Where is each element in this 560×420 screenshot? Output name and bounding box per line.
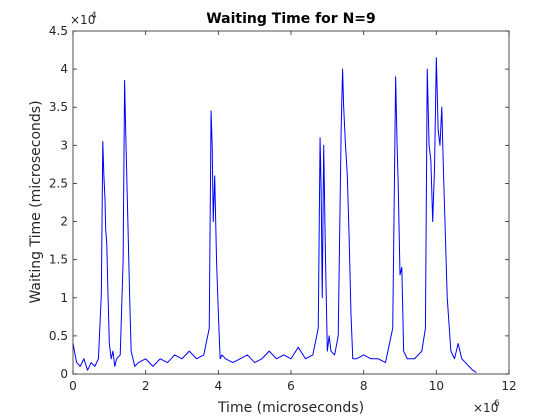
series-layer bbox=[72, 57, 477, 373]
y-tick-label: 3.5 bbox=[49, 100, 68, 114]
y-multiplier-base: ×10 bbox=[70, 13, 95, 27]
x-tick-label: 8 bbox=[360, 379, 368, 393]
y-tick-label: 3 bbox=[60, 138, 68, 152]
y-tick-label: 4 bbox=[60, 62, 68, 76]
y-axis-label: Waiting Time (microseconds) bbox=[28, 100, 44, 303]
y-tick-label: 2.5 bbox=[49, 176, 68, 190]
x-tick-label: 0 bbox=[69, 379, 77, 393]
y-tick-label: 1 bbox=[60, 291, 68, 305]
y-tick-label: 2 bbox=[60, 215, 68, 229]
x-multiplier: ×10 6 bbox=[473, 399, 500, 415]
y-tick-label: 0 bbox=[60, 367, 68, 381]
series-line-0 bbox=[72, 57, 477, 373]
x-tick-label: 2 bbox=[142, 379, 150, 393]
y-tick-label: 0.5 bbox=[49, 329, 68, 343]
plot-area bbox=[73, 31, 509, 374]
chart-title: Waiting Time for N=9 bbox=[206, 11, 376, 27]
x-tick-label: 4 bbox=[215, 379, 223, 393]
x-tick-label: 6 bbox=[287, 379, 295, 393]
y-tick-label: 4.5 bbox=[49, 24, 68, 38]
x-multiplier-exponent: 6 bbox=[494, 399, 500, 409]
y-tick-label: 1.5 bbox=[49, 253, 68, 267]
x-tick-label: 10 bbox=[429, 379, 444, 393]
y-ticks: 0 0.5 1 1.5 2 2.5 3 3.5 4 4.5 bbox=[49, 24, 509, 381]
y-multiplier-exponent: 4 bbox=[91, 11, 97, 21]
y-multiplier: ×10 4 bbox=[70, 11, 97, 27]
x-ticks: 0 2 4 6 8 10 12 bbox=[69, 31, 517, 393]
x-axis-label: Time (microseconds) bbox=[217, 400, 364, 416]
x-multiplier-base: ×10 bbox=[473, 401, 498, 415]
x-tick-label: 12 bbox=[501, 379, 516, 393]
